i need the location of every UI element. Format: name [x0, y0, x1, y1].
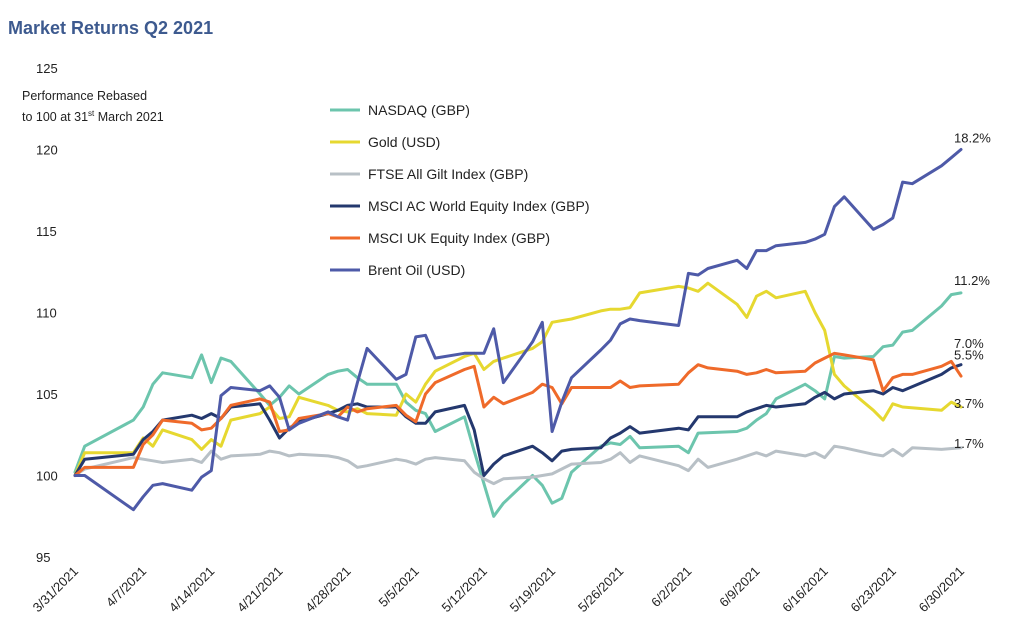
- y-tick-label: 120: [36, 143, 58, 158]
- x-tick-label: 5/26/2021: [575, 564, 627, 616]
- end-labels: 11.2% 3.7% 1.7% 5.5%7.0% 18.2%: [954, 131, 991, 451]
- series-line-brent-oil-usd: [73, 148, 963, 512]
- y-tick-label: 105: [36, 387, 58, 402]
- y-tick-label: 110: [36, 306, 57, 321]
- y-tick-label: 100: [36, 469, 58, 484]
- chart-title: Market Returns Q2 2021: [8, 18, 214, 38]
- end-label-msci-uk-equity-index-gbp: 7.0%: [954, 336, 984, 351]
- y-axis-label-post: March 2021: [94, 110, 164, 125]
- x-tick-label: 4/7/2021: [103, 564, 149, 610]
- legend: NASDAQ (GBP) Gold (USD) FTSE All Gilt Inde…: [330, 102, 589, 278]
- x-tick-label: 5/12/2021: [439, 564, 491, 616]
- y-axis-label-line2: to 100 at 31st March 2021: [22, 105, 164, 126]
- x-axis-ticks: 3/31/2021 4/7/2021 4/14/2021 4/21/2021 4/28/…: [30, 564, 968, 616]
- series-line-ftse-all-gilt-index-gbp: [73, 444, 963, 486]
- y-axis-label-line1: Performance Rebased: [22, 89, 148, 103]
- x-tick-label: 4/14/2021: [166, 564, 218, 616]
- legend-label-msci-uk-equity-index-gbp: MSCI UK Equity Index (GBP): [368, 230, 550, 246]
- series-line-gold-usd: [73, 281, 963, 477]
- series-line-msci-ac-world-equity-index-gbp: [73, 363, 963, 477]
- y-axis-label-sup: st: [88, 109, 95, 118]
- y-axis-label-pre: to 100 at 31: [22, 110, 89, 125]
- x-tick-label: 4/21/2021: [234, 564, 286, 616]
- end-label-msci-ac-world-equity-index-gbp: 5.5%: [954, 348, 984, 363]
- x-tick-label: 6/30/2021: [916, 564, 968, 616]
- series-line-nasdaq-gbp: [73, 291, 963, 518]
- end-label-nasdaq-gbp: 11.2%: [954, 273, 990, 288]
- x-tick-label: 6/16/2021: [779, 564, 831, 616]
- legend-label-msci-ac-world-equity-index-gbp: MSCI AC World Equity Index (GBP): [368, 198, 589, 214]
- y-tick-label: 115: [36, 224, 57, 239]
- y-tick-label: 95: [36, 550, 50, 565]
- x-tick-label: 6/9/2021: [716, 564, 762, 610]
- x-tick-label: 6/2/2021: [648, 564, 694, 610]
- y-axis-ticks: 95 100 105 110 115 120 125: [36, 61, 58, 565]
- end-label-brent-oil-usd: 18.2%: [954, 131, 991, 146]
- legend-label-ftse-all-gilt-index-gbp: FTSE All Gilt Index (GBP): [368, 166, 528, 182]
- x-tick-label: 3/31/2021: [30, 564, 82, 616]
- x-tick-label: 6/23/2021: [847, 564, 899, 616]
- x-tick-label: 4/28/2021: [302, 564, 354, 616]
- legend-label-nasdaq-gbp: NASDAQ (GBP): [368, 102, 470, 118]
- y-axis-label: Performance Rebased to 100 at 31st March…: [22, 88, 164, 126]
- end-label-ftse-all-gilt-index-gbp: 1.7%: [954, 436, 984, 451]
- series-line-msci-uk-equity-index-gbp: [73, 351, 963, 477]
- x-tick-label: 5/5/2021: [375, 564, 421, 610]
- series-lines: [73, 148, 963, 518]
- legend-label-brent-oil-usd: Brent Oil (USD): [368, 262, 465, 278]
- end-label-gold-usd: 3.7%: [954, 396, 984, 411]
- legend-label-gold-usd: Gold (USD): [368, 134, 440, 150]
- x-tick-label: 5/19/2021: [507, 564, 559, 616]
- y-tick-label: 125: [36, 61, 58, 76]
